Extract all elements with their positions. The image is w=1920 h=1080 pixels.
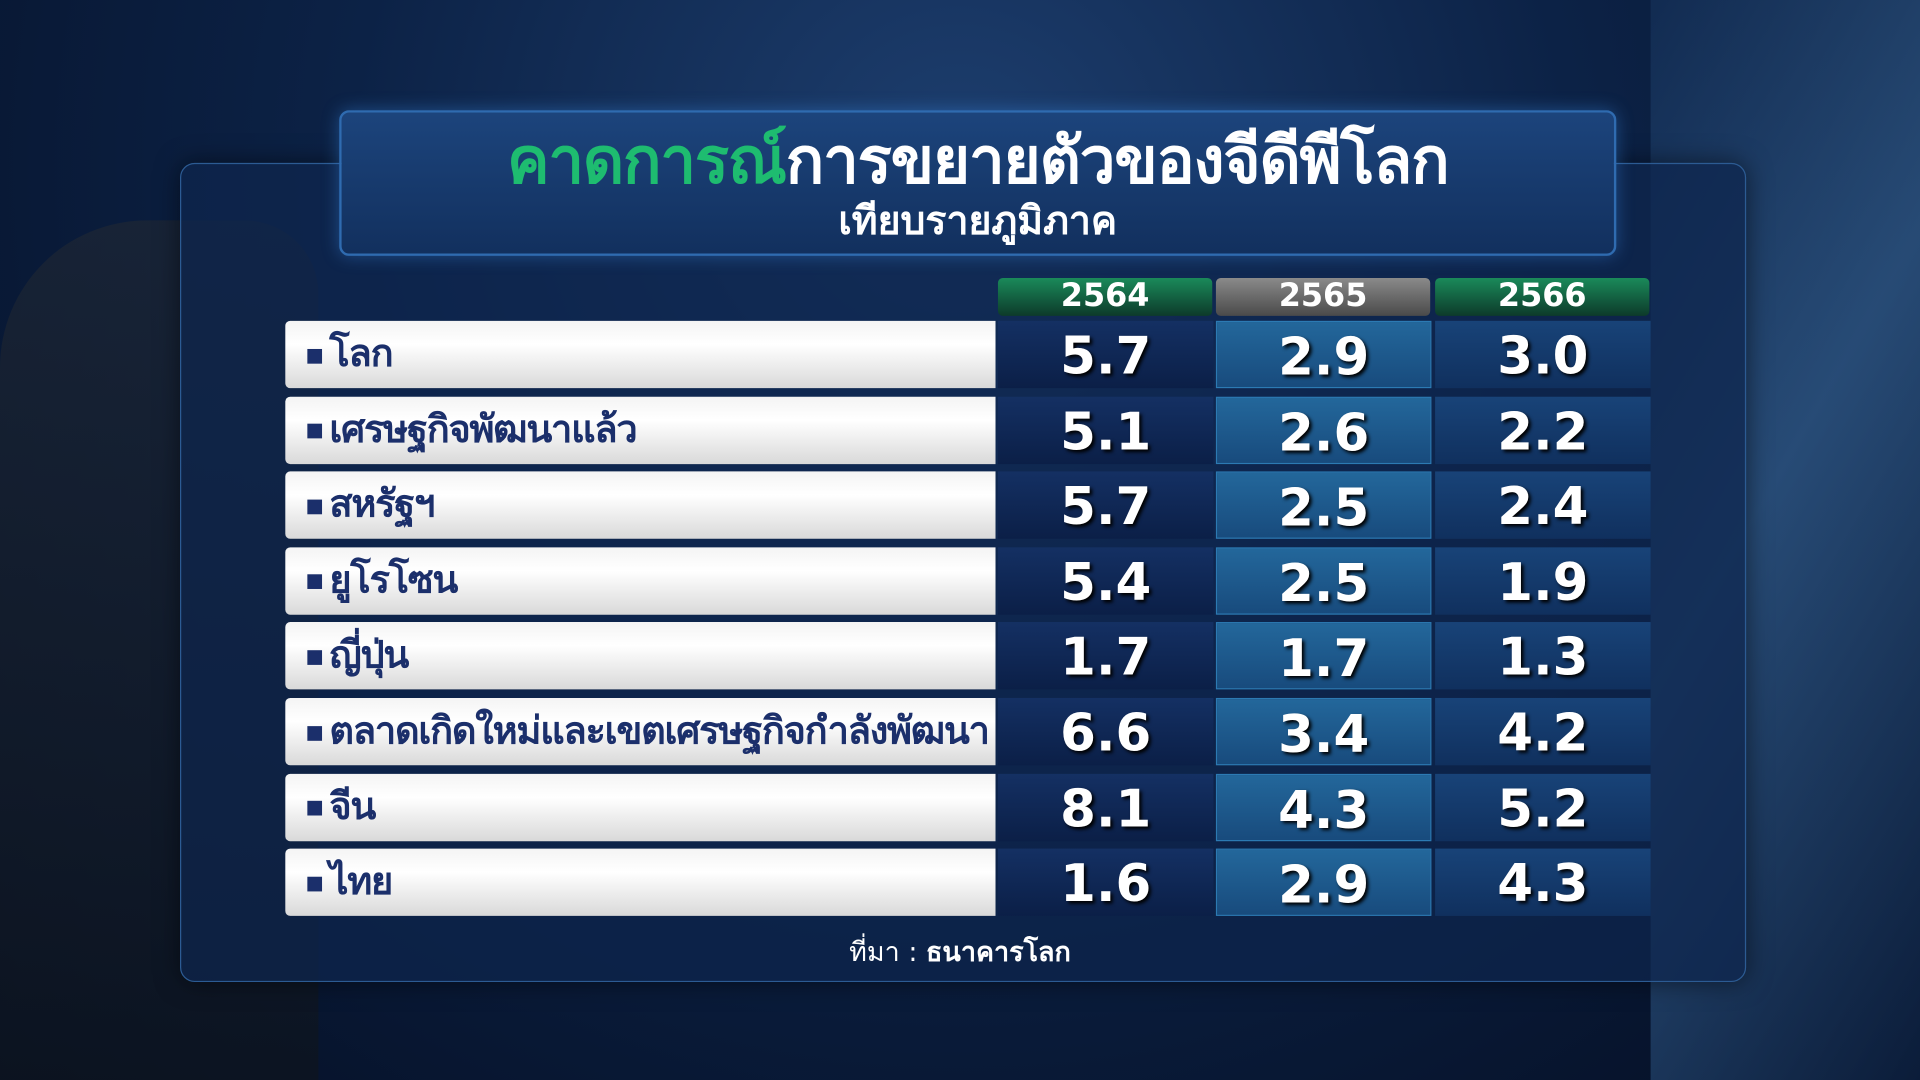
table-row: ยูโรโซน 5.4 2.5 1.9: [285, 547, 1651, 615]
row-label-text: จีน: [329, 784, 376, 829]
square-bullet-icon: [307, 348, 323, 364]
column-header-2566: 2566: [1435, 277, 1650, 316]
square-bullet-icon: [307, 800, 323, 816]
square-bullet-icon: [307, 499, 323, 514]
row-label: เศรษฐกิจพัฒนาแล้ว: [285, 396, 996, 464]
value-cell-2565: 2.5: [1215, 547, 1432, 615]
value-cell-2564: 5.7: [997, 471, 1214, 540]
value-cell-2565: 2.9: [1215, 320, 1432, 389]
value-cell-2564: 5.7: [997, 320, 1214, 389]
column-header-2565: 2565: [1215, 277, 1431, 316]
value-cell-2565: 1.7: [1215, 622, 1432, 690]
value-cell-2565: 4.3: [1215, 773, 1432, 841]
row-label: ไทย: [285, 848, 996, 917]
source-name: ธนาคารโลก: [925, 937, 1071, 969]
value-cell-2565: 2.9: [1215, 848, 1432, 917]
value-cell-2565: 3.4: [1215, 697, 1432, 766]
table-row: จีน 8.1 4.3 5.2: [285, 773, 1651, 841]
source-prefix: ที่มา :: [849, 937, 918, 969]
value-cell-2566: 2.2: [1435, 396, 1651, 464]
square-bullet-icon: [307, 725, 323, 741]
value-cell-2564: 5.4: [997, 547, 1214, 615]
row-label: ญี่ปุ่น: [285, 622, 996, 690]
row-label: จีน: [285, 773, 996, 841]
row-label: ยูโรโซน: [285, 547, 996, 615]
value-cell-2565: 2.6: [1215, 396, 1432, 464]
value-cell-2566: 1.3: [1435, 622, 1651, 690]
table-row: ตลาดเกิดใหม่และเขตเศรษฐกิจกำลังพัฒนา 6.6 3…: [285, 697, 1651, 766]
square-bullet-icon: [307, 423, 323, 439]
value-cell-2564: 5.1: [997, 396, 1214, 464]
value-cell-2564: 1.6: [997, 848, 1214, 917]
value-cell-2565: 2.5: [1215, 471, 1432, 540]
table-row: ญี่ปุ่น 1.7 1.7 1.3: [285, 622, 1651, 690]
row-label-text: เศรษฐกิจพัฒนาแล้ว: [329, 407, 637, 452]
square-bullet-icon: [307, 876, 323, 892]
value-cell-2564: 8.1: [997, 773, 1214, 841]
value-cell-2566: 5.2: [1435, 773, 1651, 841]
page-subtitle: เทียบรายภูมิภาค: [838, 197, 1118, 244]
value-cell-2564: 1.7: [997, 622, 1214, 690]
row-label: โลก: [285, 320, 996, 389]
row-label-text: ตลาดเกิดใหม่และเขตเศรษฐกิจกำลังพัฒนา: [329, 708, 990, 754]
title-highlight: คาดการณ์: [507, 124, 787, 199]
row-label-text: ญี่ปุ่น: [329, 633, 409, 678]
page-title: คาดการณ์การขยายตัวของจีดีพีโลก: [342, 125, 1614, 198]
square-bullet-icon: [307, 650, 323, 665]
value-cell-2564: 6.6: [997, 697, 1214, 766]
title-rest: การขยายตัวของจีดีพีโลก: [785, 124, 1450, 199]
table-row: ไทย 1.6 2.9 4.3: [285, 848, 1651, 917]
value-cell-2566: 4.3: [1435, 848, 1651, 917]
row-label-text: ไทย: [329, 859, 393, 904]
table-row: สหรัฐฯ 5.7 2.5 2.4: [285, 471, 1651, 540]
value-cell-2566: 2.4: [1435, 471, 1651, 540]
title-box: คาดการณ์การขยายตัวของจีดีพีโลก เทียบรายภ…: [339, 110, 1617, 256]
value-cell-2566: 4.2: [1435, 697, 1651, 766]
value-cell-2566: 1.9: [1435, 547, 1651, 615]
value-cell-2566: 3.0: [1435, 320, 1651, 389]
table-row: โลก 5.7 2.9 3.0: [285, 320, 1651, 389]
row-label-text: โลก: [329, 331, 393, 376]
row-label-text: ยูโรโซน: [329, 558, 458, 603]
square-bullet-icon: [307, 574, 323, 590]
source-note: ที่มา : ธนาคารโลก: [0, 931, 1920, 974]
row-label: ตลาดเกิดใหม่และเขตเศรษฐกิจกำลังพัฒนา: [285, 697, 996, 766]
column-header-2564: 2564: [997, 277, 1213, 316]
row-label-text: สหรัฐฯ: [329, 482, 435, 527]
row-label: สหรัฐฯ: [285, 471, 996, 540]
table-row: เศรษฐกิจพัฒนาแล้ว 5.1 2.6 2.2: [285, 396, 1651, 464]
